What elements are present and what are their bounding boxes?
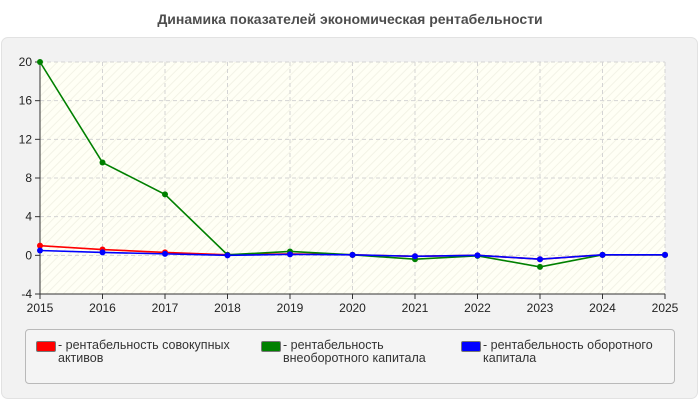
chart-title: Динамика показателей экономическая рента… <box>157 11 543 27</box>
x-tick-label: 2025 <box>652 301 679 315</box>
x-tick-label: 2015 <box>27 301 54 315</box>
legend-swatch-series-2 <box>261 341 281 352</box>
series-2-point <box>537 263 543 270</box>
y-tick-label: -4 <box>21 287 32 301</box>
series-3-point <box>537 256 543 263</box>
series-2-point <box>37 59 43 65</box>
x-tick-label: 2017 <box>152 301 179 315</box>
series-3-point <box>412 253 418 260</box>
legend-label-series-3: - рентабельность оборотного капитала <box>483 338 653 365</box>
x-tick-label: 2021 <box>402 301 429 315</box>
y-tick-label: 16 <box>19 94 33 108</box>
series-3-point <box>474 252 481 259</box>
legend-label-series-2: - рентабельность внеоборотного капитала <box>283 338 426 365</box>
x-tick-label: 2016 <box>89 301 116 315</box>
legend-label-series-1: - рентабельность совокупных активов <box>58 338 230 365</box>
legend-swatch-series-1 <box>36 341 56 352</box>
y-tick-label: 20 <box>19 55 33 69</box>
series-3-point <box>37 247 43 254</box>
series-3-point <box>599 251 606 258</box>
y-tick-label: 8 <box>25 171 32 185</box>
series-3-point <box>349 251 356 258</box>
series-3-point <box>224 252 231 259</box>
x-tick-label: 2023 <box>527 301 554 315</box>
x-tick-label: 2018 <box>214 301 241 315</box>
series-3-point <box>99 249 106 256</box>
series-2-point <box>162 191 168 198</box>
legend-swatch-series-3 <box>461 341 481 352</box>
series-3-point <box>162 250 168 257</box>
chart-legend: - рентабельность совокупных активов - ре… <box>25 329 675 384</box>
x-tick-label: 2022 <box>464 301 491 315</box>
series-3-point <box>662 251 668 258</box>
series-2-point <box>99 159 106 166</box>
series-3-point <box>287 251 293 258</box>
x-tick-label: 2020 <box>339 301 366 315</box>
y-tick-label: 12 <box>19 132 33 146</box>
y-tick-label: 4 <box>25 210 32 224</box>
series-1-point <box>37 242 43 249</box>
x-tick-label: 2019 <box>277 301 304 315</box>
y-tick-label: 0 <box>25 248 32 262</box>
x-tick-label: 2024 <box>589 301 616 315</box>
